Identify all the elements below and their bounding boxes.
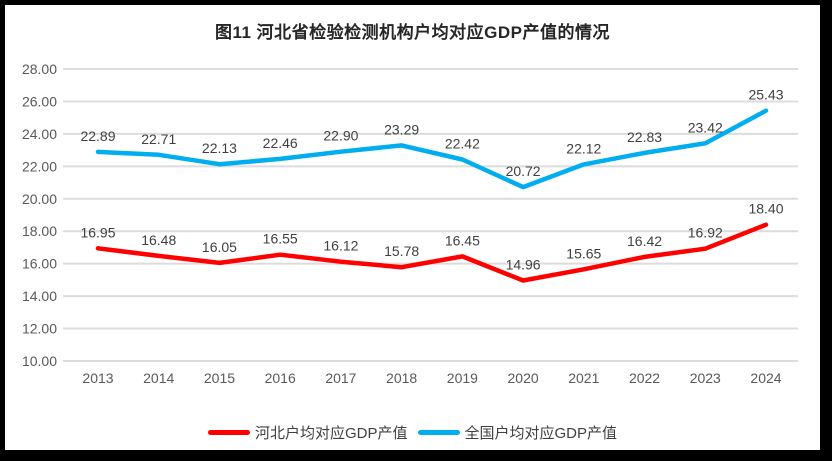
x-axis-tick-label: 2016 xyxy=(265,370,296,386)
data-label: 23.42 xyxy=(688,119,723,135)
y-axis-tick-label: 28.00 xyxy=(22,61,57,77)
y-axis-tick-label: 12.00 xyxy=(22,321,57,337)
data-label: 16.92 xyxy=(688,225,723,241)
y-axis-tick-label: 14.00 xyxy=(22,288,57,304)
y-axis-tick-label: 20.00 xyxy=(22,191,57,207)
x-axis-tick-label: 2023 xyxy=(690,370,721,386)
data-label: 22.42 xyxy=(445,136,480,152)
data-label: 22.46 xyxy=(263,135,298,151)
legend-item-national: 全国户均对应GDP产值 xyxy=(417,422,618,443)
data-label: 18.40 xyxy=(748,201,783,217)
y-axis-tick-label: 26.00 xyxy=(22,93,57,109)
x-axis-tick-label: 2013 xyxy=(82,370,113,386)
legend-label-hebei: 河北户均对应GDP产值 xyxy=(254,425,408,442)
x-axis-tick-label: 2015 xyxy=(204,370,235,386)
data-label: 22.71 xyxy=(141,131,176,147)
legend-line-swatch-national xyxy=(417,430,460,435)
data-label: 20.72 xyxy=(506,163,541,179)
data-label: 16.95 xyxy=(80,224,115,240)
chart-title: 图11 河北省检验检测机构户均对应GDP产值的情况 xyxy=(214,23,611,42)
data-label: 22.83 xyxy=(627,129,662,145)
series-line-0 xyxy=(95,222,769,283)
data-label: 16.55 xyxy=(263,231,298,247)
x-axis-tick-label: 2018 xyxy=(386,370,417,386)
data-label: 16.45 xyxy=(445,232,480,248)
legend: 河北户均对应GDP产值 全国户均对应GDP产值 xyxy=(5,422,820,443)
data-label: 22.89 xyxy=(80,128,115,144)
y-axis-tick-label: 22.00 xyxy=(22,158,57,174)
x-axis-tick-label: 2022 xyxy=(629,370,660,386)
x-axis-tick-label: 2019 xyxy=(447,370,478,386)
x-axis-tick-label: 2021 xyxy=(568,370,599,386)
legend-line-swatch-hebei xyxy=(207,430,250,435)
x-axis-tick-label: 2014 xyxy=(143,370,174,386)
data-label: 16.12 xyxy=(323,238,358,254)
data-label: 22.90 xyxy=(323,128,358,144)
x-axis-tick-label: 2024 xyxy=(750,370,781,386)
y-axis-tick-label: 18.00 xyxy=(22,223,57,239)
data-label: 22.12 xyxy=(566,140,601,156)
plot-area: 10.00 12.00 14.00 16.00 18.00 20.00 22.00 24.00… xyxy=(22,61,798,386)
legend-item-hebei: 河北户均对应GDP产值 xyxy=(207,422,408,443)
series-line-1 xyxy=(95,108,769,190)
data-label: 16.42 xyxy=(627,233,662,249)
y-axis-tick-label: 24.00 xyxy=(22,126,57,142)
legend-label-national: 全国户均对应GDP产值 xyxy=(464,425,618,442)
y-axis-tick-label: 10.00 xyxy=(22,353,57,369)
data-label: 14.96 xyxy=(506,257,541,273)
data-label: 15.78 xyxy=(384,243,419,259)
x-axis-tick-label: 2017 xyxy=(325,370,356,386)
data-label: 15.65 xyxy=(566,245,601,261)
data-label: 16.05 xyxy=(202,239,237,255)
x-axis-tick-label: 2020 xyxy=(508,370,539,386)
data-label: 16.48 xyxy=(141,232,176,248)
data-label: 25.43 xyxy=(748,87,783,103)
data-label: 22.13 xyxy=(202,140,237,156)
y-axis-tick-label: 16.00 xyxy=(22,256,57,272)
data-label: 23.29 xyxy=(384,121,419,137)
